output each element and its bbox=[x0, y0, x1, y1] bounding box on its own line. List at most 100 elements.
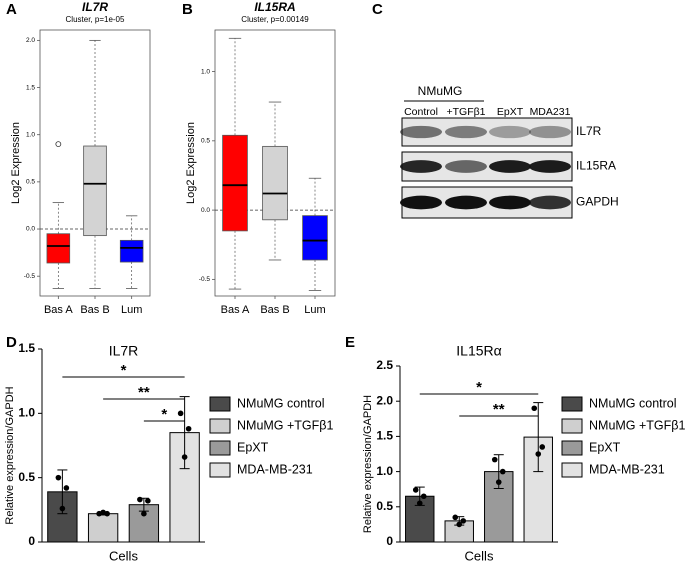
x-tick-label: Bas A bbox=[221, 304, 250, 316]
legend-label: MDA-MB-231 bbox=[589, 462, 665, 476]
data-point bbox=[539, 444, 546, 450]
y-axis-label: Log2 Expression bbox=[10, 122, 22, 204]
blot-lane-label: MDA231 bbox=[530, 106, 571, 118]
panel-letter: A bbox=[6, 1, 17, 18]
legend-label: NMuMG +TGFβ1 bbox=[237, 418, 333, 432]
legend-swatch bbox=[561, 418, 583, 434]
x-tick-label: Bas B bbox=[80, 304, 109, 316]
y-tick-label: 1.5 bbox=[26, 84, 35, 91]
y-axis-label: Relative expression/GAPDH bbox=[4, 386, 16, 524]
panel-letter: C bbox=[372, 1, 383, 18]
blot-protein-label: IL15RA bbox=[576, 159, 616, 173]
chart-subtitle: Cluster, p=1e-05 bbox=[66, 15, 125, 24]
blot-band bbox=[529, 125, 571, 139]
box bbox=[83, 145, 107, 237]
x-tick-label: Lum bbox=[121, 304, 142, 316]
data-point bbox=[531, 405, 538, 412]
x-tick-label: Bas A bbox=[44, 304, 73, 316]
data-point bbox=[100, 509, 106, 516]
blot-lane-label: EpXT bbox=[497, 106, 524, 118]
y-tick-label: -0.5 bbox=[199, 276, 211, 283]
y-tick-label: 1.5 bbox=[18, 341, 35, 355]
blot-band bbox=[529, 195, 571, 210]
x-axis-label: Cells bbox=[465, 548, 494, 563]
data-point bbox=[416, 500, 423, 507]
data-point bbox=[491, 456, 498, 463]
legend-swatch bbox=[209, 418, 231, 434]
y-tick-label: 1.0 bbox=[26, 131, 35, 138]
legend-swatch bbox=[561, 440, 583, 456]
data-point bbox=[59, 505, 66, 512]
significance-label: * bbox=[121, 362, 127, 379]
legend-swatch bbox=[561, 396, 583, 412]
data-point bbox=[456, 521, 463, 528]
box bbox=[302, 215, 328, 261]
bar bbox=[87, 513, 119, 543]
y-tick-label: 0 bbox=[386, 534, 393, 548]
outlier bbox=[55, 141, 62, 148]
y-tick-label: 0.5 bbox=[26, 179, 35, 186]
blot-band bbox=[400, 195, 442, 210]
blot-band bbox=[489, 195, 531, 210]
legend-label: MDA-MB-231 bbox=[237, 462, 313, 476]
data-point bbox=[145, 498, 151, 504]
panel-letter: D bbox=[6, 334, 17, 351]
blot-lane-label: +TGFβ1 bbox=[446, 106, 485, 118]
y-axis-label: Log2 Expression bbox=[185, 122, 197, 204]
chart-subtitle: Cluster, p=0.00149 bbox=[241, 15, 309, 24]
blot-protein-label: IL7R bbox=[576, 124, 602, 138]
significance-label: ** bbox=[138, 384, 150, 401]
box bbox=[46, 233, 71, 264]
legend-label: EpXT bbox=[237, 440, 269, 454]
panel-letter: E bbox=[345, 334, 355, 351]
legend-swatch bbox=[209, 396, 231, 412]
legend-label: NMuMG +TGFβ1 bbox=[589, 418, 685, 432]
y-tick-label: 2.5 bbox=[376, 358, 393, 372]
blot-band bbox=[445, 160, 487, 173]
legend-label: NMuMG control bbox=[237, 396, 325, 410]
data-point bbox=[460, 518, 467, 524]
data-point bbox=[181, 454, 188, 460]
box bbox=[119, 239, 144, 263]
y-tick-label: 1.0 bbox=[201, 68, 210, 75]
significance-label: * bbox=[476, 379, 482, 396]
blot-band bbox=[529, 160, 571, 173]
blot-band bbox=[445, 125, 487, 139]
blot-band bbox=[400, 160, 442, 173]
data-point bbox=[63, 485, 70, 491]
blot-band bbox=[489, 125, 531, 139]
legend-swatch bbox=[209, 462, 231, 478]
data-point bbox=[499, 468, 506, 475]
y-tick-label: 0.5 bbox=[376, 499, 393, 513]
y-tick-label: 0.0 bbox=[201, 207, 210, 214]
legend-label: NMuMG control bbox=[589, 396, 677, 410]
y-axis-label: Relative expression/GAPDH bbox=[362, 395, 374, 533]
blot-band bbox=[489, 160, 531, 173]
chart-title: IL7R bbox=[109, 343, 139, 359]
blot-group-label: NMuMG bbox=[418, 84, 463, 98]
data-point bbox=[55, 474, 62, 481]
y-tick-label: 0.5 bbox=[18, 470, 35, 484]
blot-band bbox=[400, 125, 442, 139]
blot-band bbox=[445, 195, 487, 210]
data-point bbox=[137, 496, 143, 503]
x-tick-label: Lum bbox=[304, 304, 325, 316]
x-axis-label: Cells bbox=[109, 548, 138, 563]
y-tick-label: 1.0 bbox=[376, 464, 393, 478]
data-point bbox=[412, 487, 419, 493]
legend-label: EpXT bbox=[589, 440, 621, 454]
y-tick-label: 0.0 bbox=[26, 226, 35, 233]
data-point bbox=[420, 493, 427, 500]
chart-title: IL7R bbox=[82, 0, 108, 14]
data-point bbox=[177, 410, 184, 417]
chart-title: IL15RA bbox=[254, 0, 295, 14]
x-tick-label: Bas B bbox=[260, 304, 289, 316]
data-point bbox=[185, 425, 192, 432]
y-tick-label: 1.5 bbox=[376, 429, 393, 443]
y-tick-label: 2.0 bbox=[26, 37, 35, 44]
y-tick-label: 0 bbox=[28, 534, 35, 548]
legend-swatch bbox=[561, 462, 583, 478]
data-point bbox=[452, 514, 459, 521]
